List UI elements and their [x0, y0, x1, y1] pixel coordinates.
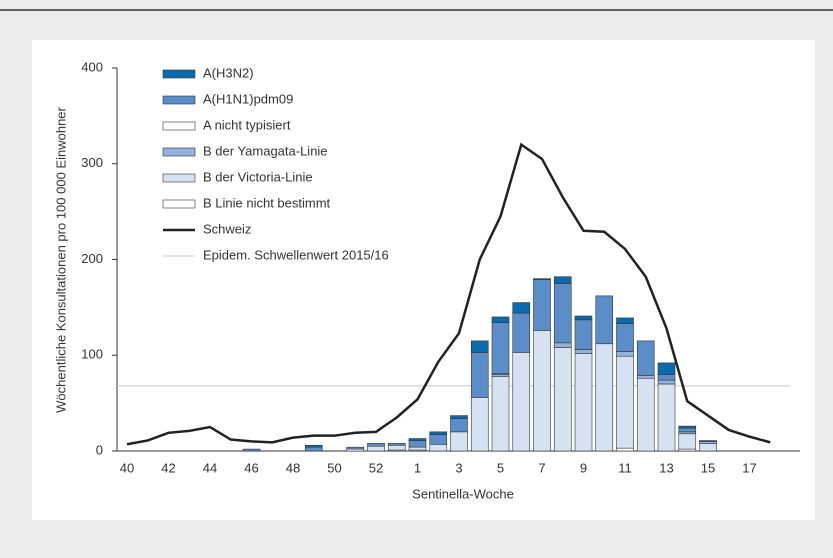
bar-segment	[367, 445, 385, 452]
x-tick-label: 5	[497, 460, 504, 475]
bar-segment	[553, 283, 572, 344]
bar-segment	[657, 383, 676, 452]
legend-swatch	[162, 199, 196, 209]
bar-segment	[470, 352, 489, 398]
bar-segment	[470, 340, 489, 353]
x-tick-label: 11	[618, 460, 632, 475]
x-tick-label: 17	[742, 460, 756, 475]
line-series	[126, 142, 771, 446]
bar-segment	[450, 431, 468, 452]
x-tick-label: 40	[120, 460, 134, 475]
bar-segment	[429, 431, 448, 436]
bar-segment	[387, 443, 406, 446]
bar-segment	[616, 317, 634, 324]
y-tick-label: 0	[96, 442, 103, 457]
bar-segment	[367, 443, 385, 447]
bar-segment	[553, 342, 572, 348]
legend-swatch	[162, 95, 196, 105]
bar-segment	[242, 448, 261, 452]
bar-segment	[699, 443, 717, 452]
bar-segment	[657, 374, 676, 381]
bar-segment	[304, 444, 323, 448]
bar-segment	[408, 440, 427, 448]
bar-segment	[408, 446, 427, 451]
bar-segment	[512, 352, 531, 452]
bar-segment	[699, 440, 717, 442]
legend-label: B der Yamagata-Linie	[203, 143, 328, 158]
x-tick-label: 50	[327, 460, 341, 475]
bar-segment	[574, 315, 593, 321]
legend-swatch	[162, 69, 196, 79]
x-tick-label: 3	[455, 460, 462, 475]
x-tick-label: 48	[286, 460, 300, 475]
legend-label: Schweiz	[203, 221, 251, 236]
x-tick-label: 52	[369, 460, 383, 475]
bar-segment	[533, 330, 551, 452]
y-tick-label: 100	[81, 347, 103, 362]
x-axis-label: Sentinella-Woche	[412, 486, 514, 501]
bar-segment	[636, 375, 655, 379]
bar-segment	[346, 446, 365, 450]
x-tick-label: 15	[701, 460, 715, 475]
bar-segment	[616, 355, 634, 449]
bar-segment	[533, 279, 551, 331]
bar-segment	[636, 340, 655, 376]
bar-segment	[429, 434, 448, 445]
x-tick-label: 42	[161, 460, 175, 475]
bar-segment	[491, 376, 510, 452]
legend-label: B der Victoria-Linie	[203, 169, 313, 184]
legend-swatch	[162, 147, 196, 157]
bar-segment	[491, 316, 510, 323]
bar-segment	[533, 278, 551, 280]
x-tick-label: 7	[538, 460, 545, 475]
legend-swatch	[162, 173, 196, 183]
bar-segment	[512, 302, 531, 314]
legend-label: A(H3N2)	[203, 65, 254, 80]
bar-segment	[595, 343, 614, 452]
legend-swatch	[162, 121, 196, 131]
x-tick-label: 44	[203, 460, 217, 475]
y-tick-label: 200	[81, 251, 103, 266]
bar-segment	[512, 312, 531, 353]
bar-segment	[657, 379, 676, 385]
bar-segment	[450, 415, 468, 419]
bar-segment	[616, 323, 634, 352]
bar-segment	[574, 353, 593, 452]
bar-segment	[574, 349, 593, 354]
x-tick-label: 1	[414, 460, 421, 475]
bar-segment	[616, 447, 634, 452]
bar-segment	[657, 362, 676, 375]
bar-segment	[678, 427, 697, 433]
bar-segment	[553, 276, 572, 284]
legend-label: Epidem. Schwellenwert 2015/16	[203, 247, 389, 262]
legend-label: A(H1N1)pdm09	[203, 91, 293, 106]
bar-segment	[470, 397, 489, 452]
bar-segment	[408, 438, 427, 441]
bar-segment	[636, 377, 655, 452]
bar-segment	[595, 295, 614, 345]
x-tick-label: 9	[580, 460, 587, 475]
bar-segment	[387, 444, 406, 451]
x-tick-label: 13	[659, 460, 673, 475]
x-tick-label: 46	[244, 460, 258, 475]
bar-segment	[491, 322, 510, 374]
bar-segment	[678, 433, 697, 450]
y-tick-label: 300	[81, 155, 103, 170]
bar-segment	[616, 351, 634, 357]
legend-label: A nicht typisiert	[203, 117, 291, 132]
bar-segment	[429, 443, 448, 452]
bar-segment	[553, 347, 572, 452]
legend-label: B Linie nicht bestimmt	[203, 195, 331, 210]
y-axis-label: Wöchentliche Konsultationen pro 100 000 …	[53, 106, 68, 412]
bar-segment	[678, 425, 697, 429]
bar-segment	[304, 446, 323, 452]
bar-segment	[450, 418, 468, 433]
bar-segment	[574, 319, 593, 350]
y-tick-label: 400	[81, 59, 103, 74]
